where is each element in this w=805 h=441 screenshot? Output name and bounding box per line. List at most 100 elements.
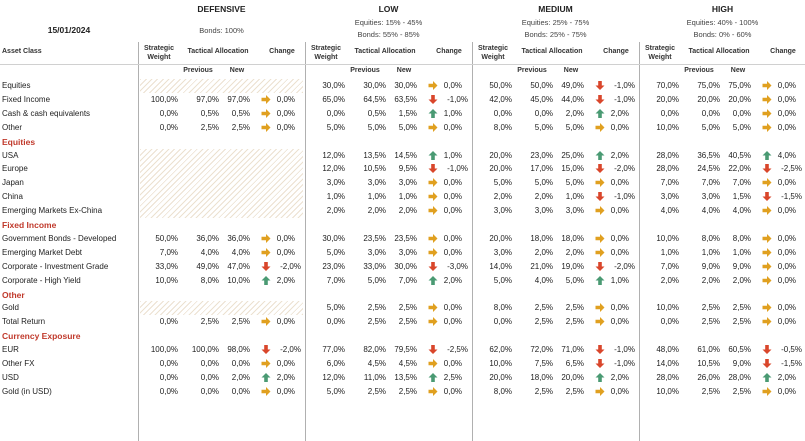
new-cell: 13,5%	[394, 372, 417, 382]
new-cell: 20,0%	[561, 372, 584, 382]
section-heading: Other	[2, 289, 25, 300]
change-cell: 1,0%	[610, 275, 629, 285]
strategic-weight-cell: 0,0%	[159, 372, 178, 382]
change-cell: 0,0%	[276, 247, 295, 257]
new-cell: 36,0%	[227, 233, 250, 243]
new-cell: 7,0%	[732, 178, 751, 188]
change-cell: -2,0%	[280, 261, 301, 271]
profile-range-primary: Equities: 40% - 100%	[686, 18, 759, 27]
arrow-down-icon	[762, 164, 772, 174]
change-cell: -1,0%	[614, 94, 635, 104]
change-cell: 0,0%	[443, 386, 462, 396]
previous-cell: 2,0%	[534, 192, 553, 202]
header-divider	[0, 64, 805, 65]
strategic-weight-header: Strategic Weight	[307, 44, 345, 62]
new-cell: 30,0%	[394, 81, 417, 90]
change-header: Change	[603, 48, 629, 55]
strategic-weight-cell: 10,0%	[656, 386, 679, 396]
change-cell: -1,5%	[781, 192, 802, 202]
previous-cell: 50,0%	[530, 81, 553, 90]
strategic-label: Strategic	[144, 45, 174, 52]
row-label: Total Return	[2, 317, 46, 327]
new-header: New	[730, 67, 746, 74]
strategic-weight-cell: 2,0%	[493, 192, 512, 202]
arrow-right-icon	[428, 206, 438, 216]
previous-cell: 2,5%	[367, 303, 386, 313]
strategic-weight-cell: 77,0%	[322, 345, 345, 355]
strategic-weight-cell: 42,0%	[489, 94, 512, 104]
new-cell: 2,5%	[231, 317, 250, 327]
change-cell: 4,0%	[777, 150, 796, 160]
previous-cell: 5,0%	[534, 122, 553, 132]
new-cell: 5,0%	[732, 122, 751, 132]
strategic-weight-header: Strategic Weight	[474, 44, 512, 62]
arrow-right-icon	[762, 122, 772, 132]
change-cell: 1,0%	[443, 108, 462, 118]
section-heading: Equities	[2, 136, 36, 147]
profile-range-primary: Equities: 25% - 75%	[521, 18, 590, 27]
arrow-up-icon	[428, 108, 438, 118]
strategic-weight-cell: 7,0%	[326, 275, 345, 285]
new-cell: 5,0%	[565, 178, 584, 188]
strategic-label: Strategic	[645, 45, 675, 52]
row-label: EUR	[2, 345, 19, 355]
change-cell: 0,0%	[443, 359, 462, 368]
change-cell: -2,5%	[781, 164, 802, 174]
previous-cell: 10,5%	[363, 164, 386, 174]
change-cell: 0,0%	[777, 317, 796, 327]
previous-cell: 5,0%	[701, 122, 720, 132]
new-cell: 1,0%	[398, 192, 417, 202]
strategic-weight-header: Strategic Weight	[140, 44, 178, 62]
new-cell: 3,0%	[398, 247, 417, 257]
change-cell: 0,0%	[443, 247, 462, 257]
previous-cell: 2,5%	[367, 317, 386, 327]
change-cell: 0,0%	[443, 192, 462, 202]
strategic-weight-cell: 50,0%	[155, 233, 178, 243]
previous-cell: 0,0%	[701, 108, 720, 118]
strategic-weight-cell: 0,0%	[493, 108, 512, 118]
row-label: USA	[2, 150, 19, 160]
arrow-right-icon	[595, 247, 605, 257]
new-cell: 2,5%	[398, 386, 417, 396]
previous-cell: 2,5%	[200, 122, 219, 132]
previous-cell: 23,0%	[530, 150, 553, 160]
profile-range-primary: Equities: 15% - 45%	[354, 18, 423, 27]
previous-cell: 4,0%	[701, 206, 720, 216]
arrow-right-icon	[428, 81, 438, 90]
new-cell: 14,5%	[394, 150, 417, 160]
arrow-down-icon	[595, 359, 605, 368]
change-cell: 0,0%	[610, 122, 629, 132]
previous-cell: 4,0%	[200, 247, 219, 257]
previous-cell: 100,0%	[191, 345, 219, 355]
arrow-up-icon	[261, 372, 271, 382]
arrow-up-icon	[595, 275, 605, 285]
arrow-up-icon	[595, 372, 605, 382]
change-cell: 2,0%	[276, 275, 295, 285]
previous-cell: 2,0%	[367, 206, 386, 216]
previous-cell: 2,5%	[534, 386, 553, 396]
arrow-down-icon	[428, 345, 438, 355]
previous-cell: 2,5%	[701, 303, 720, 313]
arrow-up-icon	[762, 150, 772, 160]
arrow-right-icon	[595, 317, 605, 327]
new-cell: 0,0%	[231, 386, 250, 396]
row-label: Emerging Markets Ex-China	[2, 206, 103, 216]
profile-title: DEFENSIVE	[197, 4, 246, 14]
strategic-weight-header: Strategic Weight	[641, 44, 679, 62]
strategic-weight-cell: 23,0%	[322, 261, 345, 271]
change-cell: 0,0%	[276, 233, 295, 243]
row-label: Corporate - High Yield	[2, 275, 81, 285]
change-cell: -3,0%	[447, 261, 468, 271]
arrow-down-icon	[428, 261, 438, 271]
arrow-right-icon	[261, 108, 271, 118]
strategic-weight-cell: 0,0%	[326, 108, 345, 118]
arrow-right-icon	[428, 359, 438, 368]
new-cell: 10,0%	[227, 275, 250, 285]
arrow-right-icon	[762, 178, 772, 188]
strategic-weight-cell: 28,0%	[656, 150, 679, 160]
arrow-right-icon	[762, 233, 772, 243]
arrow-down-icon	[595, 94, 605, 104]
previous-cell: 1,0%	[367, 192, 386, 202]
new-header: New	[229, 67, 245, 74]
change-cell: 0,0%	[443, 122, 462, 132]
